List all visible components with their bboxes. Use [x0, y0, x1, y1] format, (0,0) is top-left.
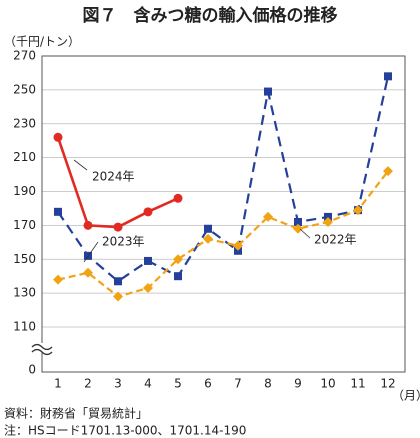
label-bg: [100, 234, 148, 250]
chart-title: 図７ 含みつ糖の輸入価格の推移: [83, 5, 338, 26]
data-point: [294, 217, 302, 226]
label-leader: [73, 159, 88, 171]
y-tick-label: 130: [13, 286, 36, 300]
data-point: [263, 211, 273, 222]
y-tick-label: 170: [13, 218, 36, 232]
data-point: [324, 212, 332, 221]
x-tick-label: 12: [380, 377, 395, 391]
y-tick-label: 150: [13, 252, 36, 266]
data-point: [384, 72, 392, 81]
data-point: [293, 223, 303, 234]
data-point: [143, 207, 153, 217]
y-tick-label: 270: [13, 49, 36, 63]
data-point: [113, 222, 123, 232]
label-leader: [299, 228, 311, 239]
x-axis-unit: （月）: [392, 389, 420, 403]
axis-break: [31, 343, 53, 356]
series-line: [57, 76, 390, 283]
label-leader: [83, 241, 99, 263]
x-tick-label: 5: [174, 377, 182, 391]
x-tick-label: 8: [264, 377, 272, 391]
x-tick-label: 2: [84, 377, 92, 391]
label-bg: [312, 232, 360, 248]
y-tick-label: 190: [13, 184, 36, 198]
data-point: [323, 216, 333, 227]
data-point: [53, 274, 63, 285]
footnote: 注：HSコード1701.13-000、1701.14-190: [4, 423, 246, 438]
x-tick-label: 4: [144, 377, 152, 391]
data-point: [203, 233, 213, 244]
y-tick-label: 230: [13, 116, 36, 130]
data-point: [353, 205, 363, 216]
y-axis-unit: （千円/トン）: [4, 35, 80, 49]
series-label: 2024年: [92, 170, 135, 184]
series-line: [57, 170, 389, 298]
data-point: [173, 193, 183, 203]
data-point: [54, 207, 62, 216]
x-tick-label: 3: [114, 377, 122, 391]
data-point: [174, 272, 182, 281]
y-tick-label: 210: [13, 150, 36, 164]
series-label: 2023年: [102, 235, 145, 249]
data-point: [113, 291, 123, 302]
data-point: [53, 132, 63, 142]
x-tick-label: 9: [294, 377, 302, 391]
data-point: [383, 166, 393, 177]
x-tick-label: 11: [350, 377, 365, 391]
label-bg: [90, 169, 138, 185]
data-point: [83, 220, 93, 230]
data-point: [173, 254, 183, 265]
x-tick-label: 6: [204, 377, 212, 391]
data-point: [204, 224, 212, 233]
data-point: [234, 246, 242, 255]
y-tick-label: 250: [13, 82, 36, 96]
source-note: 資料：財務省「貿易統計」: [4, 406, 148, 421]
y-tick-label: 0: [28, 363, 36, 377]
x-tick-label: 1: [54, 377, 62, 391]
data-point: [83, 267, 93, 278]
series-label: 2022年: [314, 233, 357, 247]
x-tick-label: 10: [320, 377, 335, 391]
data-point: [114, 277, 122, 286]
data-point: [264, 87, 272, 96]
data-point: [233, 240, 243, 251]
x-tick-label: 7: [234, 377, 242, 391]
plot-frame: [41, 55, 406, 373]
y-tick-label: 110: [13, 320, 36, 334]
data-point: [143, 283, 153, 294]
data-point: [144, 256, 152, 265]
